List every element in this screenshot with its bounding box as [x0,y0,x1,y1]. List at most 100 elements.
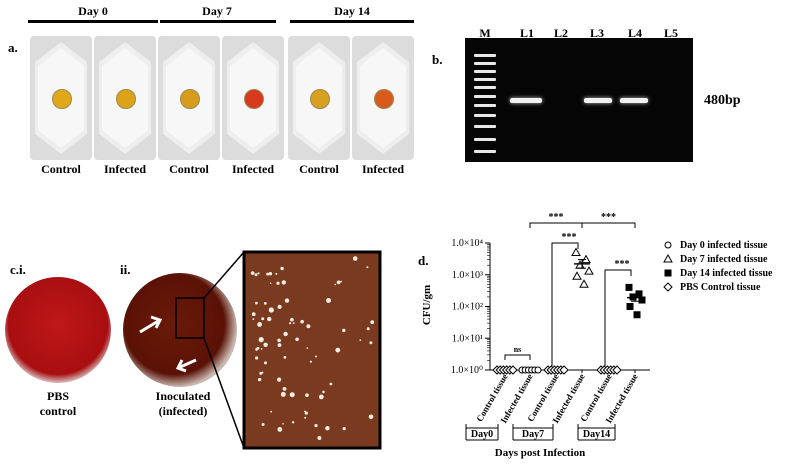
data-point [638,296,646,304]
colony-dot [276,281,280,285]
culture-dish-4 [222,36,284,160]
colony-dot [259,322,262,325]
colony-dot [284,298,290,303]
colony-dot [256,346,260,350]
colony-dot [366,266,369,269]
colony-dot [318,394,324,400]
dish-well-4 [244,89,264,109]
colony-dot [282,423,284,425]
data-point [612,365,622,375]
colony-dot [260,348,263,350]
significance-label: *** [549,212,564,223]
colony-dot [277,343,282,347]
magnified-colonies [242,250,382,450]
significance-label: *** [615,259,630,270]
colony-dot [268,307,274,313]
dish-caption-6: Infected [362,162,404,176]
culture-dish-3 [158,36,220,160]
day-7-bar [160,20,276,23]
band-l3 [584,98,612,103]
colony-dot [263,342,268,347]
colony-dot [257,377,262,382]
colony-dots [250,256,375,440]
ladder-band [474,62,496,65]
pbs-control-plate [5,277,111,383]
data-point [571,247,581,257]
colony-dot [263,302,267,305]
significance-label: *** [562,232,577,243]
data-point [626,303,634,310]
significance-label: ns [514,345,522,354]
day-0-bar [28,20,158,23]
group-label: Day14 [583,429,610,440]
lane-label-l3: L3 [589,26,604,40]
colony-dot [342,328,346,333]
panel-a-label: a. [8,40,18,55]
colony-dot [370,320,375,325]
ladder-band [474,70,496,73]
colony-dot [340,280,342,283]
colony-dot [359,339,362,341]
day-14-heading: Day 14 [334,4,370,18]
colony-dot [369,341,373,345]
data-point [629,293,637,301]
colony-dot [281,280,286,285]
ladder-band [474,104,496,107]
colony-dot [283,331,288,337]
colony-dot [314,424,318,428]
colony-dot [326,298,331,303]
zoom-line-bottom [203,337,245,449]
data-point [559,365,569,375]
dish-caption-2: Infected [104,162,146,176]
culture-dish-6 [352,36,414,160]
colony-dot [258,337,264,343]
colony-dot [292,322,295,324]
band-l4 [620,98,648,103]
colony-dot [251,312,256,317]
colony-dot [289,392,295,398]
ladder-band [474,54,496,57]
dish-caption-4: Infected [232,162,274,176]
colony-dot [304,411,308,415]
colony-dot [280,391,286,397]
legend-marker [663,253,673,263]
dish-well-2 [116,89,136,109]
colony-dot [368,414,374,420]
colony-dot [268,272,273,276]
colony-dot [267,316,272,322]
culture-dish-2 [94,36,156,160]
colony-dot [335,347,341,353]
significance-label: *** [601,212,616,223]
legend-label: PBS Control tissue [680,282,761,293]
y-tick-label: 1.0×10³ [452,270,483,281]
colony-dot [275,272,278,275]
ladder-band [474,86,496,89]
panel-c-ii-label: ii. [120,262,131,277]
colony-dot [342,427,346,431]
colony-dot [277,427,283,432]
data-point [584,266,594,275]
colony-dot [277,377,282,382]
colony-dot [255,356,259,360]
significance-bracket [604,269,632,366]
colony-dot [270,410,272,413]
data-point [508,365,518,375]
panel-d-label: d. [418,253,429,268]
y-tick-label: 1.0×10² [452,302,483,313]
lane-label-l5: L5 [663,26,678,40]
colony-dot [264,361,267,365]
inoculated-caption-line1: Inoculated [155,389,211,403]
pbs-caption-line2: control [39,404,77,418]
colony-dot [261,371,264,374]
colony-dot [300,319,304,324]
lane-label-m: M [479,26,491,40]
data-point [633,311,641,319]
colony-dot [269,282,272,285]
arrow-icon-upper [139,315,163,334]
colony-dot [304,416,307,419]
colony-dot [261,317,265,321]
y-tick-label: 1.0×10¹ [452,333,483,344]
legend-label: Day 7 infected tissue [680,254,768,265]
lane-label-l4: L4 [627,26,642,40]
culture-dish-1 [30,36,92,160]
